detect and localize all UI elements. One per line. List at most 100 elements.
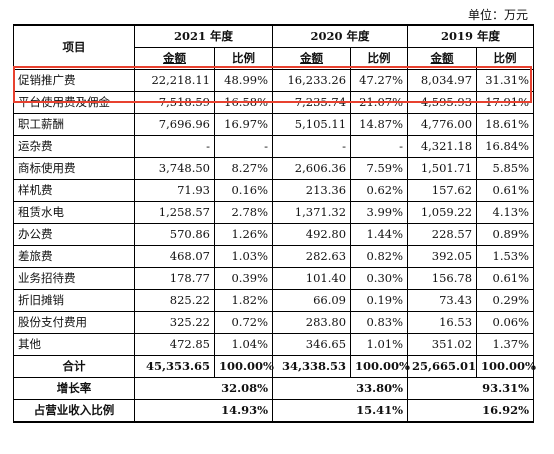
ratio-cell: 0.16% <box>213 179 274 202</box>
amount-cell: 3,748.50 <box>134 157 215 180</box>
amount-cell: 1,059.22 <box>407 201 478 224</box>
amount-cell: 4,321.18 <box>407 135 478 158</box>
total-row: 合计 45,353.65 100.00% 34,338.53 100.00% 25,665… <box>13 355 536 378</box>
amount-cell: 492.80 <box>272 223 352 246</box>
amount-cell: 16,233.26 <box>272 69 352 92</box>
ratio-cell: 1.03% <box>213 245 274 268</box>
revenue-ratio-cell: 14.93% <box>133 399 274 423</box>
ratio-cell: 1.01% <box>350 333 409 356</box>
header-amount: 金额 <box>272 47 352 70</box>
amount-cell: 8,034.97 <box>407 69 478 92</box>
table-row: 股份支付费用 325.22 0.72% 283.80 0.83% 16.53 0.06% <box>13 311 535 334</box>
row-label: 职工薪酬 <box>13 113 135 136</box>
ratio-cell: 18.61% <box>476 113 535 136</box>
amount-cell: 392.05 <box>407 245 478 268</box>
amount-cell: 213.36 <box>272 179 352 202</box>
ratio-cell: 0.30% <box>350 267 409 290</box>
ratio-cell: 16.84% <box>476 135 535 158</box>
table-row: 折旧摊销 825.22 1.82% 66.09 0.19% 73.43 0.29% <box>13 289 535 312</box>
amount-cell: 346.65 <box>272 333 352 356</box>
amount-cell: 66.09 <box>272 289 352 312</box>
ratio-cell: 0.29% <box>476 289 535 312</box>
amount-cell: 570.86 <box>134 223 215 246</box>
amount-cell: 45,353.65 <box>134 355 215 378</box>
amount-cell: 178.77 <box>134 267 215 290</box>
ratio-cell: 5.85% <box>476 157 535 180</box>
header-amount: 金额 <box>134 47 215 70</box>
ratio-cell: 17.91% <box>476 91 535 114</box>
header-amount: 金额 <box>407 47 478 70</box>
amount-cell: 325.22 <box>134 311 215 334</box>
row-label: 差旅费 <box>13 245 135 268</box>
row-label: 股份支付费用 <box>13 311 135 334</box>
table-row: 平台使用费及佣金 7,518.59 16.58% 7,235.74 21.07% 4,59… <box>13 91 535 114</box>
ratio-cell: 8.27% <box>213 157 274 180</box>
amount-cell: 1,501.71 <box>407 157 478 180</box>
ratio-cell: 48.99% <box>213 69 274 92</box>
revenue-ratio-row: 占营业收入比例 14.93% 15.41% 16.92% <box>13 399 535 423</box>
amount-cell: 156.78 <box>407 267 478 290</box>
total-label: 合计 <box>13 355 135 378</box>
ratio-cell: 1.04% <box>213 333 274 356</box>
amount-cell: 25,665.01 <box>407 355 478 378</box>
amount-cell: 22,218.11 <box>134 69 215 92</box>
ratio-cell: 1.82% <box>213 289 274 312</box>
ratio-cell: 0.61% <box>476 267 535 290</box>
header-ratio: 比例 <box>213 47 274 70</box>
amount-cell: 468.07 <box>134 245 215 268</box>
amount-cell: 7,518.59 <box>134 91 215 114</box>
row-label: 商标使用费 <box>13 157 135 180</box>
amount-cell: 825.22 <box>134 289 215 312</box>
amount-cell: 2,606.36 <box>272 157 352 180</box>
amount-cell: 7,235.74 <box>272 91 352 114</box>
ratio-cell: 1.37% <box>476 333 535 356</box>
ratio-cell: 0.19% <box>350 289 409 312</box>
table-row: 职工薪酬 7,696.96 16.97% 5,105.11 14.87% 4,776.00… <box>13 113 535 136</box>
ratio-cell: 21.07% <box>350 91 409 114</box>
row-label: 租赁水电 <box>13 201 135 224</box>
row-label: 折旧摊销 <box>13 289 135 312</box>
ratio-cell: 100.00% <box>350 355 410 378</box>
amount-cell: 472.85 <box>134 333 215 356</box>
table-row: 差旅费 468.07 1.03% 282.63 0.82% 392.05 1.53% <box>13 245 535 268</box>
amount-cell: 4,595.93 <box>407 91 478 114</box>
ratio-cell: 0.39% <box>213 267 274 290</box>
revenue-ratio-cell: 15.41% <box>272 399 409 423</box>
ratio-cell: 0.06% <box>476 311 535 334</box>
amount-cell: 282.63 <box>272 245 352 268</box>
amount-cell: 157.62 <box>407 179 478 202</box>
table-row: 促销推广费 22,218.11 48.99% 16,233.26 47.27% 8,034… <box>13 69 535 92</box>
amount-cell: 283.80 <box>272 311 352 334</box>
ratio-cell: 0.83% <box>350 311 409 334</box>
ratio-cell: 2.78% <box>213 201 274 224</box>
ratio-cell: - <box>213 135 274 158</box>
ratio-cell: 100.00% <box>213 355 274 378</box>
growth-label: 增长率 <box>13 377 135 400</box>
revenue-ratio-label: 占营业收入比例 <box>13 399 135 423</box>
header-year-2020: 2020 年度 <box>272 24 409 48</box>
amount-cell: 16.53 <box>407 311 478 334</box>
row-label: 办公费 <box>13 223 135 246</box>
row-label: 平台使用费及佣金 <box>13 91 135 114</box>
ratio-cell: 16.97% <box>213 113 274 136</box>
ratio-cell: 1.53% <box>476 245 535 268</box>
ratio-cell: 0.89% <box>476 223 535 246</box>
ratio-cell: 3.99% <box>350 201 409 224</box>
amount-cell: 228.57 <box>407 223 478 246</box>
amount-cell: 1,258.57 <box>134 201 215 224</box>
row-label: 促销推广费 <box>13 69 135 92</box>
amount-cell: 101.40 <box>272 267 352 290</box>
amount-cell: 71.93 <box>134 179 215 202</box>
ratio-cell: 47.27% <box>350 69 409 92</box>
amount-cell: 4,776.00 <box>407 113 478 136</box>
amount-cell: - <box>134 135 215 158</box>
ratio-cell: 14.87% <box>350 113 409 136</box>
revenue-ratio-cell: 16.92% <box>407 399 535 423</box>
header-row-years: 项目 2021 年度 2020 年度 2019 年度 <box>13 24 535 70</box>
header-ratio: 比例 <box>350 47 409 70</box>
ratio-cell: 7.59% <box>350 157 409 180</box>
table-row: 商标使用费 3,748.50 8.27% 2,606.36 7.59% 1,501.71 5… <box>13 157 535 180</box>
table-row: 办公费 570.86 1.26% 492.80 1.44% 228.57 0.89% <box>13 223 535 246</box>
amount-cell: 34,338.53 <box>272 355 352 378</box>
row-label: 业务招待费 <box>13 267 135 290</box>
